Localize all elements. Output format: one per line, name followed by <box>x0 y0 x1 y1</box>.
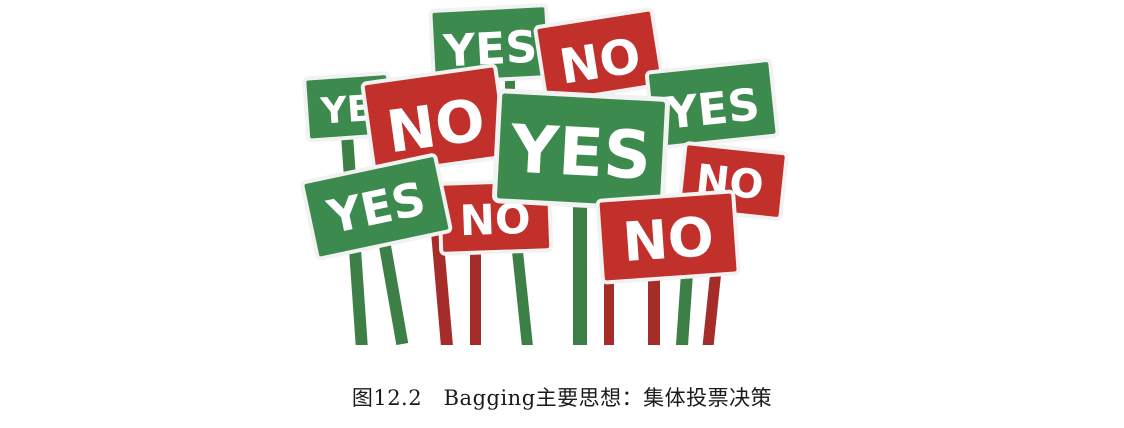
sign-text: YES <box>663 79 762 140</box>
sign-text: NO <box>621 205 716 274</box>
sign-no: NO <box>360 63 510 177</box>
sign-text: NO <box>383 85 489 166</box>
sign-pole <box>470 230 481 345</box>
sign-no: NO <box>595 189 741 285</box>
sign-text: NO <box>556 28 645 96</box>
sign-pole <box>573 200 587 345</box>
sign-pole <box>373 214 409 345</box>
sign-no: NO <box>533 7 665 105</box>
figure-caption: 图12.2 Bagging主要思想：集体投票决策 <box>0 382 1124 412</box>
yes-no-signs-illustration: YES NO YE YES NO NO NO YES YES NO <box>300 3 789 345</box>
figure-caption-label: 图12.2 <box>351 386 423 410</box>
figure-caption-text: Bagging主要思想：集体投票决策 <box>443 386 773 410</box>
sign-yes: YES <box>491 88 671 212</box>
sign-pole <box>648 270 660 345</box>
sign-text: YES <box>508 110 653 194</box>
sign-yes: YES <box>300 153 453 261</box>
